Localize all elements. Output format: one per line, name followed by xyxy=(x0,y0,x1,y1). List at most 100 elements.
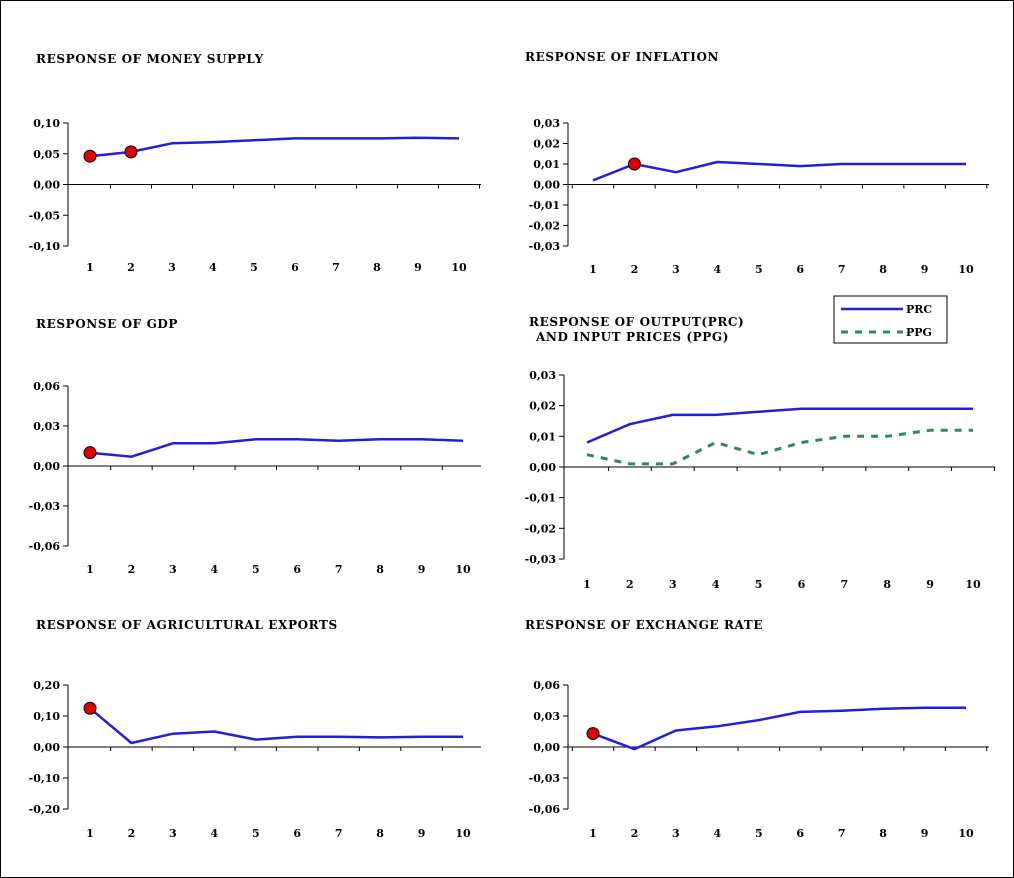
x-tick-label: 2 xyxy=(631,263,639,276)
x-tick-label: 3 xyxy=(169,827,177,840)
x-tick-label: 4 xyxy=(211,563,219,576)
y-tick-label: -0,01 xyxy=(525,492,556,505)
x-tick-label: 9 xyxy=(418,563,426,576)
x-tick-label: 1 xyxy=(589,263,597,276)
y-tick-label: -0,05 xyxy=(29,209,60,222)
x-tick-label: 4 xyxy=(211,827,219,840)
x-tick-label: 1 xyxy=(589,827,597,840)
chart-panel-6: RESPONSE OF EXCHANGE RATE 0,06 0,03 0,00 -0,… xyxy=(525,618,989,840)
x-tick-label: 4 xyxy=(712,578,720,591)
x-tick-label: 7 xyxy=(335,827,343,840)
x-tick-label: 5 xyxy=(755,578,763,591)
y-tick-label: -0,06 xyxy=(29,540,61,553)
series-line-prc xyxy=(586,407,973,444)
data-point-marker xyxy=(627,157,641,171)
x-tick-label: 10 xyxy=(958,263,974,276)
x-tick-label: 10 xyxy=(451,261,467,274)
chart-title: RESPONSE OF AGRICULTURAL EXPORTS xyxy=(36,618,338,632)
y-tick-label: 0,00 xyxy=(33,460,60,473)
y-tick-label: -0,02 xyxy=(529,220,560,233)
x-tick-label: 3 xyxy=(672,263,680,276)
x-tick-label: 7 xyxy=(335,563,343,576)
x-tick-label: 9 xyxy=(418,827,426,840)
series-line-ppg xyxy=(586,428,973,466)
data-point-marker xyxy=(83,446,97,460)
y-tick-label: 0,05 xyxy=(33,148,60,161)
x-tick-label: 9 xyxy=(921,827,929,840)
chart-title: RESPONSE OF GDP xyxy=(36,317,178,331)
y-tick-label: 0,00 xyxy=(33,179,60,192)
y-tick-label: 0,01 xyxy=(533,158,560,171)
legend-label-ppg: PPG xyxy=(906,326,932,339)
x-tick-label: 3 xyxy=(669,578,677,591)
x-tick-label: 5 xyxy=(755,263,763,276)
chart-title: RESPONSE OF OUTPUT(PRC) xyxy=(529,315,744,329)
x-tick-label: 4 xyxy=(714,827,722,840)
x-tick-label: 3 xyxy=(169,563,177,576)
y-tick-label: 0,10 xyxy=(33,117,60,130)
x-tick-label: 5 xyxy=(252,563,260,576)
legend-label-prc: PRC xyxy=(906,303,932,316)
legend-box xyxy=(833,295,948,344)
x-tick-label: 6 xyxy=(796,827,804,840)
x-tick-label: 7 xyxy=(838,263,846,276)
x-tick-label: 7 xyxy=(332,261,340,274)
x-tick-label: 1 xyxy=(86,827,94,840)
x-tick-label: 6 xyxy=(796,263,804,276)
x-tick-label: 10 xyxy=(455,563,471,576)
x-tick-label: 2 xyxy=(631,827,639,840)
y-tick-label: 0,10 xyxy=(33,710,60,723)
x-tick-label: 9 xyxy=(926,578,934,591)
y-tick-label: -0,03 xyxy=(529,240,560,253)
y-tick-label: -0,03 xyxy=(525,553,556,566)
x-tick-label: 2 xyxy=(128,827,136,840)
data-point-marker xyxy=(83,701,97,715)
y-tick-label: 0,00 xyxy=(529,461,556,474)
y-tick-label: -0,10 xyxy=(29,772,61,785)
x-tick-label: 2 xyxy=(626,578,634,591)
y-tick-label: 0,20 xyxy=(33,679,60,692)
x-tick-label: 10 xyxy=(958,827,974,840)
x-tick-label: 6 xyxy=(293,827,301,840)
legend: PRC PPG xyxy=(833,295,948,344)
y-tick-label: 0,00 xyxy=(533,179,560,192)
x-tick-label: 8 xyxy=(376,563,384,576)
x-tick-label: 7 xyxy=(841,578,849,591)
x-tick-label: 9 xyxy=(414,261,422,274)
x-tick-label: 6 xyxy=(293,563,301,576)
x-tick-label: 6 xyxy=(798,578,806,591)
chart-title: RESPONSE OF INFLATION xyxy=(525,50,719,64)
x-tick-label: 6 xyxy=(291,261,299,274)
x-tick-label: 1 xyxy=(583,578,591,591)
y-tick-label: 0,06 xyxy=(533,679,560,692)
y-tick-label: 0,02 xyxy=(529,400,556,413)
x-tick-label: 9 xyxy=(921,263,929,276)
x-tick-label: 8 xyxy=(883,578,891,591)
x-tick-label: 5 xyxy=(252,827,260,840)
y-tick-label: -0,03 xyxy=(29,500,60,513)
series-line-1 xyxy=(592,160,966,182)
x-tick-label: 3 xyxy=(672,827,680,840)
chart-title: RESPONSE OF EXCHANGE RATE xyxy=(525,618,763,632)
data-point-marker xyxy=(83,149,97,163)
y-tick-label: 0,06 xyxy=(33,380,60,393)
y-tick-label: 0,03 xyxy=(33,420,60,433)
chart-panel-1: RESPONSE OF MONEY SUPPLY 0,10 0,05 0,00 -0,0… xyxy=(29,52,481,274)
x-tick-label: 4 xyxy=(209,261,217,274)
chart-panel-4: RESPONSE OF OUTPUT(PRC)AND INPUT PRICES … xyxy=(525,315,995,591)
y-tick-label: 0,02 xyxy=(533,138,560,151)
y-tick-label: -0,02 xyxy=(525,522,556,535)
y-tick-label: -0,06 xyxy=(529,803,561,816)
x-tick-label: 8 xyxy=(376,827,384,840)
y-tick-label: -0,03 xyxy=(529,772,560,785)
x-tick-label: 8 xyxy=(879,827,887,840)
data-point-marker xyxy=(124,145,138,159)
x-tick-label: 4 xyxy=(714,263,722,276)
x-tick-label: 5 xyxy=(755,827,763,840)
y-tick-label: 0,03 xyxy=(533,117,560,130)
x-tick-label: 2 xyxy=(127,261,135,274)
chart-panel-5: RESPONSE OF AGRICULTURAL EXPORTS 0,20 0,10… xyxy=(29,618,481,840)
y-tick-label: -0,10 xyxy=(29,240,61,253)
y-tick-label: -0,01 xyxy=(529,199,560,212)
